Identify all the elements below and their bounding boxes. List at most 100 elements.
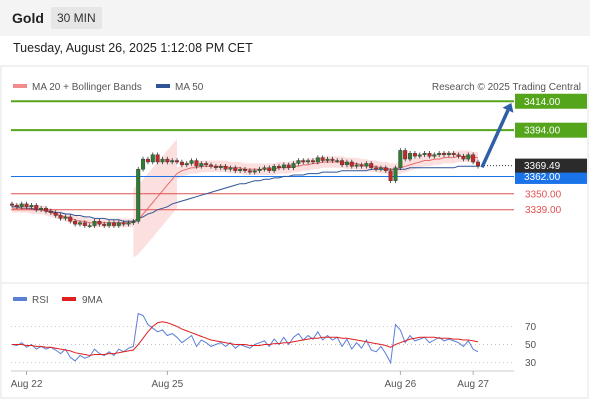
candle-body xyxy=(14,205,19,208)
candle-body xyxy=(296,160,301,164)
rsi-line xyxy=(11,312,479,365)
candle-body xyxy=(141,158,146,170)
rsi-tick-label: 30 xyxy=(525,358,537,369)
candle-body xyxy=(252,170,257,173)
legend-ma50-label: MA 50 xyxy=(175,82,204,93)
candle-body xyxy=(131,221,136,223)
candle-body xyxy=(466,154,471,160)
legend-bb-swatch xyxy=(13,84,27,88)
candle-body xyxy=(461,156,466,160)
candle-body xyxy=(87,225,92,227)
chart-frame xyxy=(0,65,589,399)
last-price-tag: 3369.49 xyxy=(524,161,561,172)
candle-body xyxy=(310,160,315,163)
candle-body xyxy=(92,221,97,226)
candle-body xyxy=(359,164,364,167)
level-tag: 3394.00 xyxy=(524,126,561,137)
legend-rsi-swatch xyxy=(13,297,27,301)
candle-body xyxy=(286,164,291,168)
candle-body xyxy=(291,163,296,168)
candle-body xyxy=(267,167,272,171)
candle-body xyxy=(427,153,432,157)
candle-body xyxy=(102,223,107,226)
candle-body xyxy=(189,160,194,164)
candle-body xyxy=(417,154,422,157)
candle-body xyxy=(233,167,238,171)
candle-body xyxy=(136,169,141,222)
candle-body xyxy=(218,166,223,168)
candle-body xyxy=(383,167,388,171)
legend-ma50-swatch xyxy=(156,84,170,88)
rsi-tick-label: 50 xyxy=(525,340,537,351)
candle-body xyxy=(320,157,325,161)
level-tag: 3350.00 xyxy=(525,189,562,200)
candle-body xyxy=(388,170,393,181)
bollinger-band-area xyxy=(133,138,177,258)
candle-body xyxy=(145,158,150,163)
bollinger-band-area xyxy=(177,150,478,180)
candle-body xyxy=(335,160,340,162)
candle-body xyxy=(9,203,14,206)
candle-body xyxy=(369,163,374,168)
candle-body xyxy=(257,169,262,171)
candle-body xyxy=(58,215,63,219)
candle-body xyxy=(349,161,354,167)
candle-body xyxy=(73,221,78,225)
timestamp: Tuesday, August 26, 2025 1:12:08 PM CET xyxy=(13,41,253,55)
timeframe-button[interactable]: 30 MIN xyxy=(51,7,102,29)
candle-body xyxy=(204,163,209,166)
candle-body xyxy=(446,153,451,155)
candle-body xyxy=(238,169,243,171)
candle-body xyxy=(354,164,359,167)
candle-body xyxy=(364,163,369,167)
candle-body xyxy=(242,169,247,171)
candle-body xyxy=(39,208,44,210)
candle-body xyxy=(24,203,29,208)
candle-body xyxy=(34,205,39,210)
candle-body xyxy=(408,153,413,160)
candle-body xyxy=(68,216,73,222)
candle-body xyxy=(29,205,34,208)
level-tag-bg xyxy=(515,93,587,109)
candle-body xyxy=(170,160,175,163)
candle-body xyxy=(437,153,442,155)
candle-body xyxy=(272,166,277,171)
candle-body xyxy=(150,154,155,163)
forecast-arrow-shaft xyxy=(480,109,510,169)
candle-body xyxy=(456,154,461,157)
candle-body xyxy=(199,163,204,167)
candle-body xyxy=(378,167,383,170)
candle-body xyxy=(442,153,447,155)
instrument-title: Gold xyxy=(12,10,44,26)
x-tick-label: Aug 22 xyxy=(11,379,43,390)
candle-body xyxy=(451,153,456,155)
x-tick-label: Aug 27 xyxy=(457,379,489,390)
candle-body xyxy=(340,160,345,166)
candle-body xyxy=(432,154,437,157)
candle-body xyxy=(116,222,121,226)
legend-9ma-swatch xyxy=(62,297,76,301)
candle-body xyxy=(393,167,398,181)
candle-body xyxy=(315,157,320,163)
candle-body xyxy=(194,160,199,167)
candle-body xyxy=(19,203,24,208)
x-tick-label: Aug 25 xyxy=(151,379,183,390)
candle-body xyxy=(262,167,267,170)
candle-body xyxy=(276,166,281,168)
candle-body xyxy=(213,166,218,168)
candle-body xyxy=(471,154,476,163)
rsi-9ma-line xyxy=(12,321,479,357)
candle-body xyxy=(179,161,184,166)
candle-body xyxy=(165,158,170,163)
legend-bb-label: MA 20 + Bollinger Bands xyxy=(32,82,142,93)
candle-body xyxy=(63,216,68,219)
candle-body xyxy=(121,222,126,225)
candle-body xyxy=(228,167,233,170)
candle-body xyxy=(306,160,311,163)
candle-body xyxy=(209,164,214,167)
forecast-arrow-head xyxy=(502,102,514,113)
candle-body xyxy=(247,170,252,173)
candle-body xyxy=(53,212,58,216)
candle-body xyxy=(111,222,116,226)
